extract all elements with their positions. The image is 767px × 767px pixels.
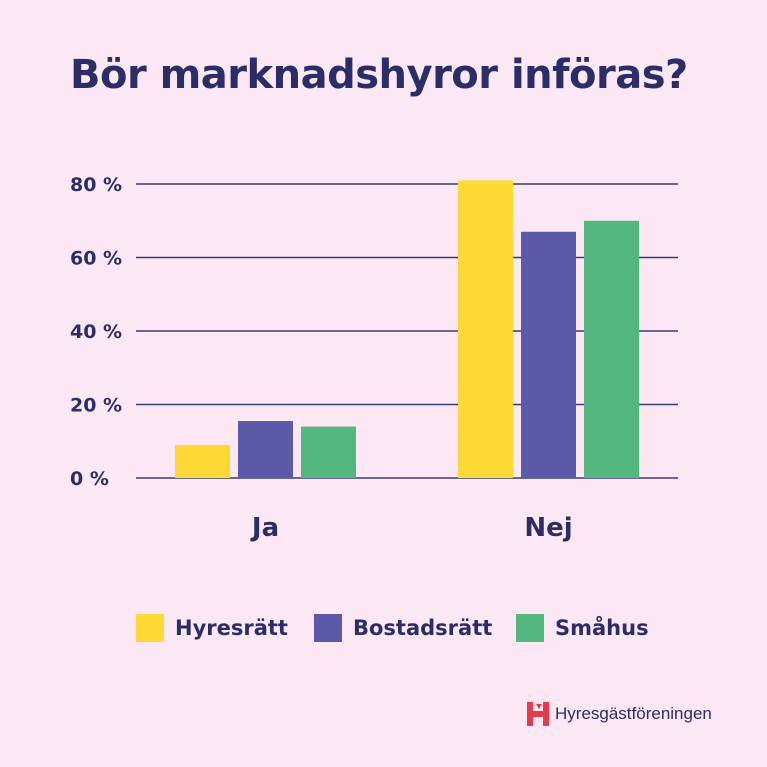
y-tick-label: 40 % [70, 321, 122, 343]
legend-swatch [136, 614, 164, 642]
bar-ja-2 [238, 421, 293, 478]
legend-label: Småhus [555, 616, 649, 640]
x-category-label: Ja [250, 513, 279, 543]
y-tick-label: 20 % [70, 395, 122, 417]
legend-item: Bostadsrätt [314, 614, 492, 642]
brand-name: Hyresgästföreningen [555, 704, 712, 723]
chart-title: Bör marknadshyror införas? [70, 52, 688, 98]
y-tick-label: 80 % [70, 174, 122, 196]
bars [175, 180, 639, 478]
bar-nej-2 [521, 231, 576, 478]
legend-item: Småhus [516, 614, 649, 642]
h-logo-icon [527, 702, 549, 726]
bar-ja-1 [175, 444, 230, 478]
legend-label: Bostadsrätt [353, 616, 493, 640]
x-category-label: Nej [524, 513, 572, 543]
legend-label: Hyresrätt [175, 616, 288, 640]
y-tick-label: 0 % [70, 468, 109, 490]
bar-nej-1 [458, 180, 513, 478]
legend-swatch [516, 614, 544, 642]
axis-labels: 0 % 20 % 40 % 60 % 80 % Ja Nej [70, 174, 573, 543]
y-tick-label: 60 % [70, 248, 122, 270]
bar-nej-3 [584, 220, 639, 478]
bar-ja-3 [301, 426, 356, 478]
legend-swatch [314, 614, 342, 642]
brand: Hyresgästföreningen [527, 702, 712, 726]
legend-item: Hyresrätt [136, 614, 288, 642]
